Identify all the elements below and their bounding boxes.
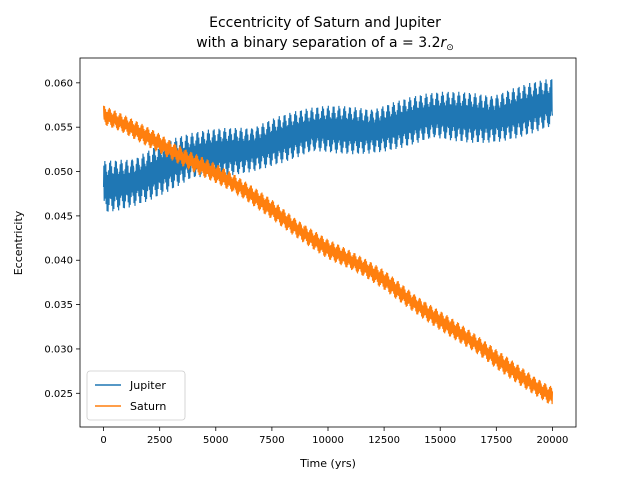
- x-tick-label: 17500: [480, 435, 512, 446]
- chart-title-line2: with a binary separation of a = 3.2r⊙: [196, 35, 454, 53]
- y-tick-label: 0.030: [44, 344, 73, 355]
- x-axis-label: Time (yrs): [299, 457, 356, 470]
- x-tick-label: 12500: [368, 435, 400, 446]
- y-tick-label: 0.040: [44, 256, 73, 267]
- series-layer: [102, 79, 554, 405]
- series-line-jupiter: [102, 79, 554, 212]
- x-tick-label: 0: [100, 435, 106, 446]
- y-tick-label: 0.050: [44, 167, 73, 178]
- legend: Jupiter Saturn: [86, 370, 186, 421]
- y-tick-label: 0.035: [44, 300, 73, 311]
- x-tick-label: 15000: [424, 435, 456, 446]
- y-tick-label: 0.025: [44, 389, 73, 400]
- ticks-layer: 0 2500 5000 7500 10000 12500 15000 17500 20000 0.…: [44, 78, 568, 446]
- series-line-saturn: [102, 105, 554, 405]
- chart-title-line1: Eccentricity of Saturn and Jupiter: [209, 15, 441, 31]
- y-axis-label: Eccentricity: [12, 210, 25, 275]
- legend-label-jupiter: Jupiter: [129, 379, 166, 392]
- x-tick-label: 2500: [147, 435, 172, 446]
- legend-label-saturn: Saturn: [130, 400, 166, 413]
- x-tick-label: 5000: [203, 435, 228, 446]
- chart-title-line2-sub: ⊙: [446, 43, 454, 53]
- chart-title-line2-prefix: with a binary separation of a = 3.2: [196, 35, 440, 51]
- chart-title-line2-var: r: [440, 35, 447, 51]
- x-tick-label: 10000: [312, 435, 344, 446]
- x-tick-label: 20000: [537, 435, 569, 446]
- y-tick-label: 0.060: [44, 78, 73, 89]
- legend-box: [86, 370, 186, 421]
- x-tick-label: 7500: [259, 435, 284, 446]
- y-tick-label: 0.045: [44, 211, 73, 222]
- y-tick-label: 0.055: [44, 123, 73, 134]
